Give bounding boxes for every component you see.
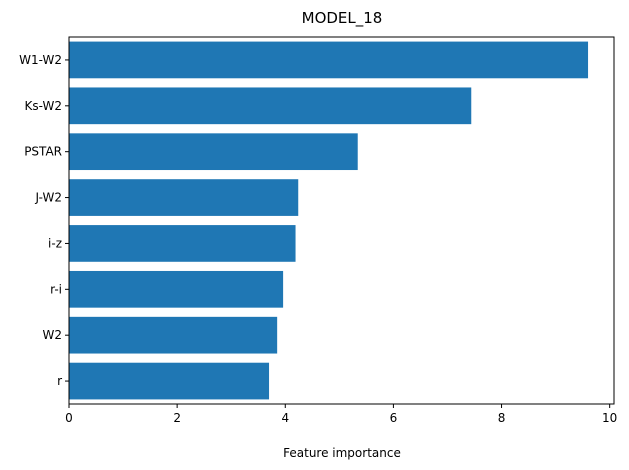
x-tick-label: 2 xyxy=(173,411,181,425)
bars-group xyxy=(69,41,589,400)
bar-r-i xyxy=(69,270,284,308)
bar-i-z xyxy=(69,225,296,262)
y-tick-label: r-i xyxy=(50,282,62,296)
y-tick-label: PSTAR xyxy=(24,145,62,159)
bar-w2 xyxy=(69,316,278,354)
y-tick-label: r xyxy=(57,374,62,388)
x-tick-label: 6 xyxy=(390,411,398,425)
y-tick-label: W2 xyxy=(43,328,63,342)
y-tick-label: i-z xyxy=(48,236,62,250)
bar-j-w2 xyxy=(69,179,299,216)
x-tick-label: 10 xyxy=(602,411,617,425)
chart-title: MODEL_18 xyxy=(302,9,383,28)
plot-frame xyxy=(68,36,615,405)
x-tick-label: 4 xyxy=(281,411,289,425)
bar-ks-w2 xyxy=(69,87,472,125)
bar-w1-w2 xyxy=(69,41,589,79)
x-tick-label: 8 xyxy=(498,411,506,425)
bar-pstar xyxy=(69,133,358,171)
bar-r xyxy=(69,362,270,400)
x-axis-label: Feature importance xyxy=(283,446,401,460)
y-tick-label: W1-W2 xyxy=(19,53,62,67)
y-tick-label: Ks-W2 xyxy=(25,99,62,113)
x-tick-label: 0 xyxy=(65,411,73,425)
y-axis-ticks: W1-W2 Ks-W2 PSTAR J-W2 i-z r-i W2 r xyxy=(19,53,69,388)
x-axis-ticks: 0 2 4 6 8 10 xyxy=(65,404,617,425)
y-tick-label: J-W2 xyxy=(35,191,62,205)
